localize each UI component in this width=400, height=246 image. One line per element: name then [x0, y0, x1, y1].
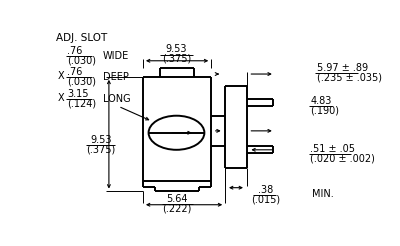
- Text: WIDE: WIDE: [103, 51, 129, 61]
- Text: .76: .76: [67, 67, 82, 77]
- Text: (.030): (.030): [67, 56, 96, 66]
- Text: 5.64: 5.64: [166, 194, 188, 204]
- Text: (.015): (.015): [251, 194, 280, 204]
- Text: .38: .38: [258, 184, 273, 195]
- Text: (.030): (.030): [67, 77, 96, 87]
- Text: .76: .76: [67, 46, 82, 56]
- Text: 9.53: 9.53: [90, 135, 112, 145]
- Text: X: X: [58, 93, 64, 103]
- Text: 4.83: 4.83: [310, 95, 332, 106]
- Text: 9.53: 9.53: [166, 45, 187, 54]
- Text: ADJ. SLOT: ADJ. SLOT: [56, 33, 108, 43]
- Text: 5.97 ± .89: 5.97 ± .89: [317, 63, 368, 73]
- Text: (.124): (.124): [67, 98, 96, 108]
- Text: 3.15: 3.15: [67, 89, 88, 99]
- Text: (.375): (.375): [162, 54, 191, 64]
- Text: (.190): (.190): [310, 105, 339, 115]
- Text: (.222): (.222): [162, 203, 192, 214]
- Text: LONG: LONG: [103, 94, 130, 104]
- Text: X: X: [58, 71, 64, 81]
- Text: DEEP: DEEP: [103, 72, 128, 82]
- Text: (.020 ± .002): (.020 ± .002): [310, 153, 375, 163]
- Text: MIN.: MIN.: [312, 189, 334, 199]
- Text: .51 ± .05: .51 ± .05: [310, 144, 355, 154]
- Text: (.235 ± .035): (.235 ± .035): [317, 73, 382, 83]
- Text: (.375): (.375): [86, 145, 116, 155]
